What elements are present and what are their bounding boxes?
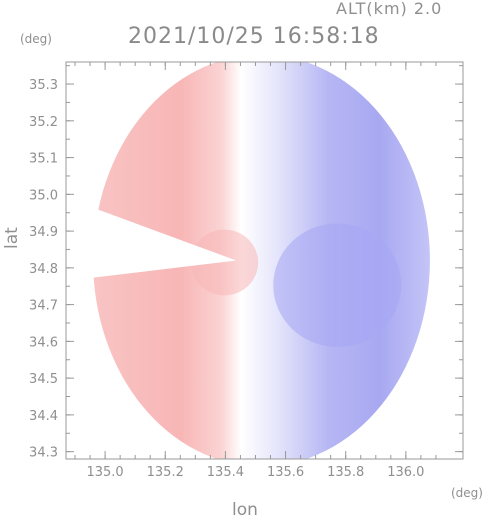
altitude-label: ALT(km) 2.0 xyxy=(336,0,443,18)
x-tick-label: 135.2 xyxy=(147,465,184,480)
y-tick-label: 34.6 xyxy=(29,335,58,350)
x-tick-label: 135.0 xyxy=(86,465,123,480)
positive-core xyxy=(190,229,259,296)
y-tick-label: 35.3 xyxy=(29,78,58,93)
plot-frame xyxy=(65,61,464,460)
y-tick-label: 34.3 xyxy=(29,446,58,461)
x-tick-label: 136.0 xyxy=(387,465,424,480)
blocked-sector xyxy=(66,197,237,281)
radar-coverage xyxy=(93,62,430,459)
negative-core xyxy=(273,223,402,347)
y-tick-label: 34.4 xyxy=(29,409,58,424)
axes: 135.0 135.2 135.4 135.6 135.8 136.0 34.3 34.4 34… xyxy=(29,61,464,480)
timestamp-title: 2021/10/25 16:58:18 xyxy=(128,24,380,49)
y-axis-unit: (deg) xyxy=(20,32,52,46)
x-tick-label: 135.8 xyxy=(327,465,364,480)
y-tick-label: 34.5 xyxy=(29,372,58,387)
x-axis-unit: (deg) xyxy=(451,486,483,500)
x-axis-label: lon xyxy=(232,500,258,520)
y-tick-label: 35.0 xyxy=(29,188,58,203)
y-tick-label: 34.9 xyxy=(29,225,58,240)
y-tick-label: 34.7 xyxy=(29,299,58,314)
x-tick-label: 135.6 xyxy=(267,465,304,480)
y-tick-label: 34.8 xyxy=(29,262,58,277)
x-tick-label: 135.4 xyxy=(207,465,244,480)
y-tick-label: 35.1 xyxy=(29,152,58,167)
plot-area xyxy=(66,62,430,459)
y-tick-label: 35.2 xyxy=(29,115,58,130)
